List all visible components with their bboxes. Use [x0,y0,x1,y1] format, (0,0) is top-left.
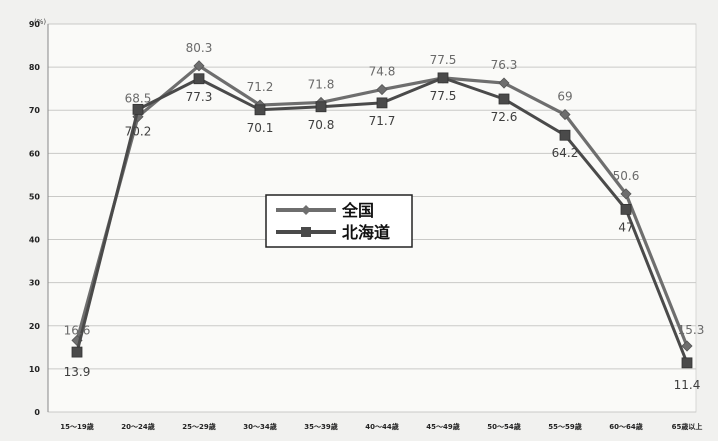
data-label: 70.2 [125,124,152,138]
x-tick-label: 60～64歳 [609,422,642,431]
x-tick-label: 50～54歳 [487,422,520,431]
y-tick-label: 20 [29,322,41,331]
y-tick-label: 30 [29,279,41,288]
data-label: 15.3 [678,323,705,337]
y-tick-label: 60 [29,149,41,158]
point-marker [559,108,571,121]
point-marker [71,346,83,358]
y-axis: (%) 0 10 20 30 40 50 60 70 80 90 [29,18,49,417]
data-label: 72.6 [491,110,518,124]
point-marker [681,357,693,369]
series-layer [71,60,693,369]
point-marker [193,73,205,85]
data-label: 80.3 [186,41,213,55]
x-axis: 15～19歳 20～24歳 25～29歳 30～34歳 35～39歳 40～44歳 45～4… [60,422,702,431]
y-tick-label: 90 [29,20,41,29]
data-labels: 16.6 68.5 80.3 71.2 71.8 74.8 77.5 76.3 69 50.6 15… [64,41,705,392]
point-marker [193,60,205,72]
y-tick-label: 70 [29,106,41,115]
data-label: 68.5 [125,92,152,106]
x-tick-label: 25～29歳 [182,422,215,431]
point-marker [437,72,449,84]
y-tick-label: 50 [29,192,41,201]
point-marker [498,77,510,89]
x-tick-label: 35～39歳 [304,422,337,431]
point-marker [620,188,632,200]
data-label: 64.2 [552,146,579,160]
x-tick-label: 45～49歳 [426,422,459,431]
x-tick-label: 55～59歳 [548,422,581,431]
data-label: 47 [618,220,633,234]
point-marker [315,101,327,113]
legend-marker [301,205,311,215]
point-marker [681,340,693,352]
series-hokkaido [71,72,693,369]
point-marker [254,104,266,116]
legend-box [265,194,413,248]
data-label: 71.8 [308,77,335,91]
x-tick-label: 15～19歳 [60,422,93,431]
legend-label: 全国 [341,201,374,220]
point-marker [376,83,388,96]
x-tick-label: 40～44歳 [365,422,398,431]
data-label: 71.2 [247,80,274,94]
y-tick-label: 10 [29,365,41,374]
x-tick-label: 30～34歳 [243,422,276,431]
legend-label: 北海道 [342,223,390,242]
data-label: 77.3 [186,90,213,104]
y-tick-label: 0 [34,408,40,417]
data-label: 70.1 [247,121,274,135]
y-axis-unit: (%) [34,18,46,26]
legend-marker [301,227,311,237]
data-label: 13.9 [64,365,91,379]
data-label: 74.8 [369,65,396,79]
point-marker [498,93,510,105]
point-marker [620,203,632,215]
data-label: 11.4 [674,378,701,392]
x-tick-label: 65歳以上 [672,422,703,431]
y-tick-label: 80 [29,63,41,72]
data-label: 77.5 [430,53,457,67]
data-label: 77.5 [430,89,457,103]
point-marker [559,129,571,141]
point-marker [132,103,144,115]
point-marker [376,97,388,109]
data-label: 50.6 [613,169,640,183]
y-tick-label: 40 [29,236,41,245]
x-tick-label: 20～24歳 [121,422,154,431]
data-label: 70.8 [308,118,335,132]
data-label: 71.7 [369,114,396,128]
data-label: 69 [557,90,572,104]
data-label: 16.6 [64,323,91,337]
data-label: 76.3 [491,58,518,72]
